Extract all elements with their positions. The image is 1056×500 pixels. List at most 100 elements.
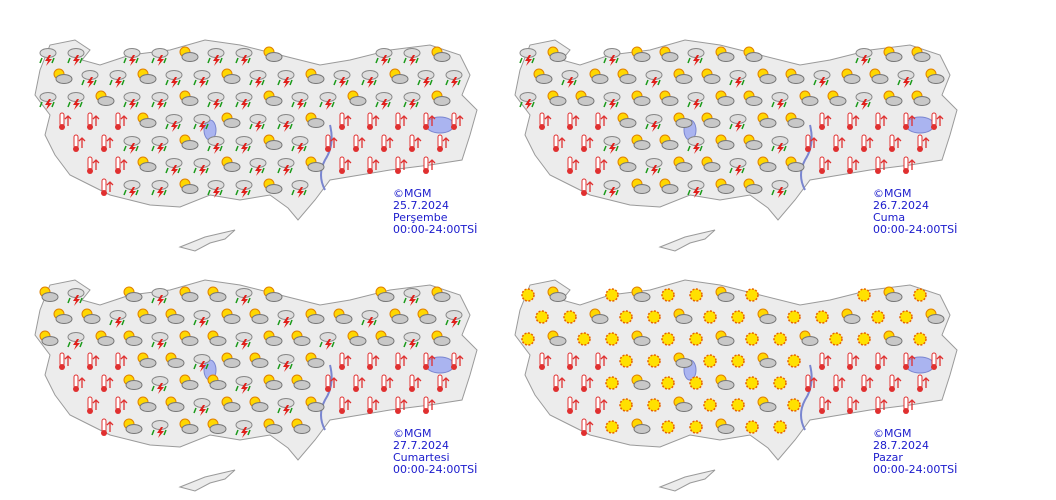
rain-icon <box>249 79 265 86</box>
cloud-icon <box>39 92 57 102</box>
cloud-icon <box>913 52 931 62</box>
rain-icon <box>67 57 83 64</box>
cloud-icon <box>97 96 115 106</box>
arrow-icon <box>824 159 832 170</box>
sun-icon <box>605 288 619 302</box>
thermometer-bulb <box>847 124 853 130</box>
sun-icon <box>661 420 675 434</box>
thermometer-bulb <box>875 124 881 130</box>
thermometer-bulb <box>567 168 573 174</box>
arrow-icon <box>586 137 594 148</box>
panel-period: 00:00-24:00TSİ <box>393 463 477 476</box>
cloud-icon <box>67 48 85 58</box>
sun-icon <box>605 332 619 346</box>
lightning-icon <box>213 143 220 154</box>
thermometer-bulb <box>437 146 443 152</box>
river <box>800 364 813 431</box>
arrow-icon <box>414 377 422 388</box>
lightning-icon <box>381 55 388 66</box>
sun-icon <box>689 376 703 390</box>
cloud-icon <box>843 314 861 324</box>
rain-icon <box>81 79 97 86</box>
cloud-icon <box>181 184 199 194</box>
cloud-icon <box>549 292 567 302</box>
rain-icon <box>249 167 265 174</box>
cloud-icon <box>97 336 115 346</box>
thermometer-bulb <box>87 124 93 130</box>
rain-icon <box>151 341 167 348</box>
arrow-icon <box>358 137 366 148</box>
lightning-icon <box>409 339 416 350</box>
thermometer-bulb <box>381 386 387 392</box>
cloud-icon <box>927 74 945 84</box>
arrow-icon <box>908 115 916 126</box>
lightning-icon <box>157 295 164 306</box>
arrow-icon <box>400 159 408 170</box>
cloud-icon <box>403 48 421 58</box>
arrow-icon <box>372 115 380 126</box>
rain-icon <box>771 101 787 108</box>
cloud-icon <box>265 336 283 346</box>
thermometer-bulb <box>931 364 937 370</box>
sun-icon <box>521 288 535 302</box>
lightning-icon <box>735 77 742 88</box>
cloud-icon <box>333 70 351 80</box>
panel-period: 00:00-24:00TSİ <box>393 223 477 236</box>
cloud-icon <box>83 314 101 324</box>
thermometer-bulb <box>581 190 587 196</box>
thermometer-bulb <box>833 386 839 392</box>
cloud-icon <box>223 402 241 412</box>
lightning-icon <box>367 317 374 328</box>
cloud-icon <box>193 354 211 364</box>
lightning-icon <box>735 121 742 132</box>
arrow-icon <box>442 137 450 148</box>
rain-icon <box>193 363 209 370</box>
cloud-icon <box>419 314 437 324</box>
rain-icon <box>207 101 223 108</box>
rain-icon <box>109 319 125 326</box>
rain-icon <box>771 189 787 196</box>
sun-icon <box>913 332 927 346</box>
thermometer-bulb <box>325 386 331 392</box>
lightning-icon <box>819 77 826 88</box>
rain-icon <box>123 189 139 196</box>
thermometer-bulb <box>595 364 601 370</box>
sun-icon <box>535 310 549 324</box>
thermometer-bulb <box>819 168 825 174</box>
cloud-icon <box>167 314 185 324</box>
cloud-icon <box>81 70 99 80</box>
arrow-icon <box>414 137 422 148</box>
rain-icon <box>603 57 619 64</box>
rain-icon <box>235 189 251 196</box>
cloud-icon <box>403 288 421 298</box>
river <box>320 124 333 191</box>
rain-icon <box>375 101 391 108</box>
arrow-icon <box>894 137 902 148</box>
rain-icon <box>417 79 433 86</box>
panel-credit: ©MGM <box>393 427 432 440</box>
arrow-icon <box>838 377 846 388</box>
cloud-icon <box>151 288 169 298</box>
lightning-icon <box>241 383 248 394</box>
thermometer-bulb <box>87 364 93 370</box>
rain-icon <box>235 145 251 152</box>
cloud-icon <box>535 74 553 84</box>
cloud-icon <box>67 92 85 102</box>
cloud-icon <box>645 158 663 168</box>
cloud-icon <box>251 402 269 412</box>
cloud-icon <box>249 158 267 168</box>
arrow-icon <box>908 399 916 410</box>
cloud-icon <box>293 336 311 346</box>
lightning-icon <box>609 55 616 66</box>
cloud-icon <box>433 52 451 62</box>
lightning-icon <box>157 383 164 394</box>
thermometer-bulb <box>539 124 545 130</box>
cloud-icon <box>885 96 903 106</box>
cloud-icon <box>549 336 567 346</box>
lightning-icon <box>693 55 700 66</box>
cloud-icon <box>223 314 241 324</box>
rain-icon <box>277 407 293 414</box>
sun-icon <box>773 420 787 434</box>
rain-icon <box>519 57 535 64</box>
cloud-icon <box>745 184 763 194</box>
